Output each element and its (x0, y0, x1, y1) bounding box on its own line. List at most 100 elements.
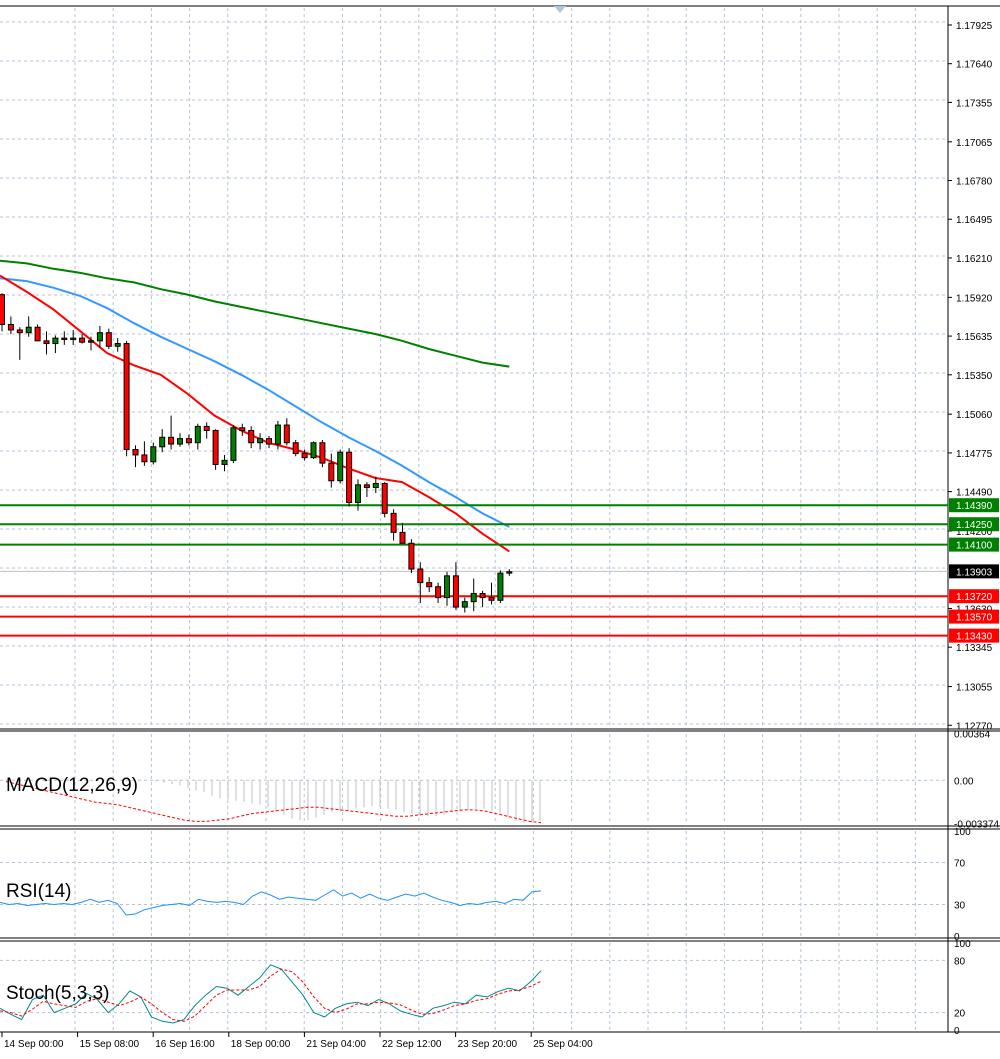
price-tick-label: 1.14775 (956, 449, 993, 460)
candle-bullish (355, 484, 361, 503)
moving-average-line (0, 274, 510, 553)
stoch-tick-label: 0 (954, 1026, 960, 1037)
candle-bearish (266, 438, 272, 445)
price-tick-label: 1.14490 (956, 488, 993, 499)
level-price-tag (949, 609, 999, 624)
moving-averages (0, 259, 510, 553)
macd-tick-label: 0.00 (954, 776, 974, 787)
price-tick-label: 1.13055 (956, 683, 993, 694)
candle-bullish (177, 438, 183, 445)
rsi-label: RSI(14) (6, 881, 71, 902)
candle-bullish (461, 601, 468, 608)
price-tick-label: 1.12770 (956, 721, 993, 732)
candle-bearish (61, 337, 68, 340)
candle-bearish (168, 436, 175, 445)
time-tick-label: 16 Sep 16:00 (155, 1039, 215, 1050)
candle-bearish (417, 568, 424, 584)
price-tick-label: 1.17925 (956, 21, 993, 32)
candle-bearish (43, 340, 50, 345)
candle-bullish (444, 575, 450, 599)
current-price-tag (949, 564, 999, 579)
price-tick-label: 1.15060 (956, 410, 993, 421)
macd-tick-label: -0.003374 (954, 820, 999, 831)
candle-bearish (426, 582, 433, 588)
level-price-label: 1.13570 (956, 613, 993, 624)
rsi-tick-label: 100 (954, 827, 971, 838)
price-tick-label: 1.15635 (956, 332, 993, 343)
price-tick-label: 1.13345 (956, 643, 993, 654)
time-tick-label: 25 Sep 04:00 (533, 1039, 593, 1050)
candle-bearish (203, 425, 210, 431)
price-tick-label: 1.17355 (956, 98, 993, 109)
candle-bearish (16, 329, 23, 334)
candle-bearish (301, 453, 308, 459)
macd-signal-line (5, 781, 542, 824)
candle-bullish (25, 326, 32, 334)
candle-bullish (310, 442, 317, 459)
stoch-label: Stoch(5,3,3) (6, 983, 110, 1004)
time-tick-label: 23 Sep 20:00 (458, 1039, 518, 1050)
time-tick-label: 18 Sep 00:00 (231, 1039, 291, 1050)
stoch-tick-label: 100 (954, 939, 971, 950)
price-tick-label: 1.17065 (956, 138, 993, 149)
candle-bullish (372, 482, 379, 489)
candle-bullish (230, 427, 237, 461)
candle-bearish (363, 484, 370, 489)
candle-bullish (150, 446, 157, 463)
candle-bearish (248, 429, 255, 444)
macd-tick-label: 0.00364 (954, 729, 991, 740)
rsi-line (0, 889, 542, 916)
candle-bearish (435, 586, 442, 599)
candle-bearish (390, 512, 397, 533)
candle-bearish (292, 442, 299, 455)
candle-bearish (283, 424, 290, 444)
price-axis: 1.17925 1.17640 1.17355 1.17065 1.16780 1.164… (948, 21, 999, 732)
rsi-panel: 100 70 30 0 (0, 827, 971, 943)
candle-bullish (70, 337, 77, 340)
candle-bullish (274, 424, 281, 445)
candle-bullish (114, 343, 121, 347)
price-tick-label: 1.16495 (956, 215, 993, 226)
rsi-tick-label: 70 (954, 859, 966, 870)
level-price-tag (949, 589, 999, 604)
candle-bullish (506, 571, 513, 574)
price-tick-label: 1.15350 (956, 371, 993, 382)
price-tick-label: 1.17640 (956, 60, 993, 71)
time-tick-label: 21 Sep 04:00 (306, 1039, 366, 1050)
stochastic-panel: 100 80 20 0 (0, 939, 971, 1037)
stoch-main-line (0, 964, 542, 1024)
candle-bullish (88, 340, 94, 343)
level-price-tag (949, 498, 999, 513)
stoch-tick-label: 80 (954, 956, 966, 967)
candle-bullish (52, 337, 59, 345)
candle-bullish (257, 438, 264, 444)
candle-bullish (96, 332, 103, 342)
candle-bearish (399, 531, 406, 544)
time-tick-label: 14 Sep 00:00 (4, 1039, 64, 1050)
candle-bearish (381, 482, 388, 514)
level-price-tag (949, 628, 999, 643)
level-price-tag (949, 517, 999, 532)
level-price-label: 1.13430 (956, 632, 993, 643)
time-axis: 14 Sep 00:00 15 Sep 08:00 16 Sep 16:00 18 S… (1, 1032, 593, 1050)
candles (0, 293, 513, 613)
level-price-label: 1.14390 (956, 501, 993, 512)
stoch-tick-label: 20 (954, 1009, 966, 1020)
current-price-label: 1.13903 (956, 567, 993, 578)
candle-bearish (132, 449, 139, 456)
candle-bullish (337, 451, 344, 482)
grid (0, 8, 946, 1030)
candle-bullish (194, 425, 201, 444)
chart-shift-marker[interactable] (554, 6, 566, 13)
candle-bearish (34, 326, 41, 342)
candle-bearish (452, 575, 459, 608)
level-price-label: 1.13720 (956, 592, 993, 603)
level-price-label: 1.14250 (956, 520, 993, 531)
candle-bearish (346, 451, 353, 503)
time-tick-label: 22 Sep 12:00 (382, 1039, 442, 1050)
candle-bearish (185, 438, 192, 444)
candle-bearish (7, 324, 14, 331)
price-tick-label: 1.15920 (956, 293, 993, 304)
candle-bearish (408, 542, 415, 570)
